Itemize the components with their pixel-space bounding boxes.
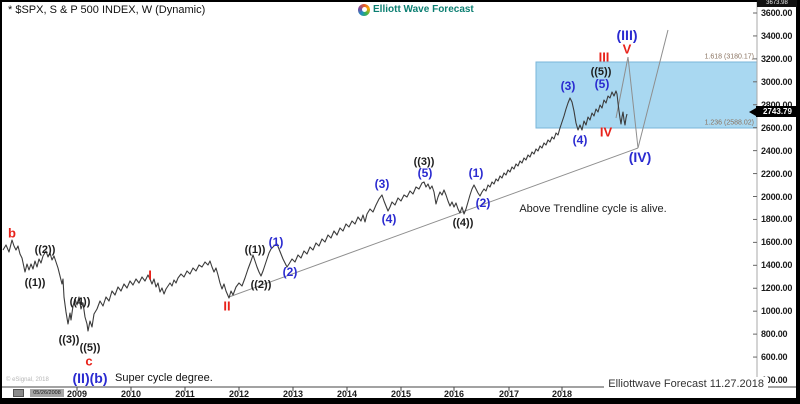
y-axis-label: 800.00: [761, 329, 788, 340]
x-axis-label: 2012: [228, 389, 250, 399]
y-axis-label: 1400.00: [761, 260, 793, 271]
wave-label: ((2)): [250, 279, 272, 291]
projection-line: [615, 56, 629, 119]
wave-label: (IV): [628, 149, 652, 165]
x-axis-label: 2015: [390, 389, 412, 399]
wave-label: I: [148, 267, 152, 283]
fib-level-label: 1.236 (2588.02): [704, 119, 754, 127]
axis-high-tag: 3673.98: [757, 0, 797, 7]
last-price-arrow-icon: [749, 107, 756, 116]
y-axis-label: 3400.00: [761, 30, 793, 41]
wave-label: (4): [381, 212, 397, 226]
ewf-swirl-icon: [358, 3, 370, 16]
wave-label: (5): [417, 166, 433, 180]
price-line: [2, 90, 628, 332]
x-axis-label: 2014: [336, 389, 358, 399]
wave-label: ((1)): [24, 277, 46, 289]
wave-label: ((5)): [79, 342, 101, 354]
super-cycle-annotation: Super cycle degree.: [115, 372, 213, 384]
wave-label: (III): [616, 27, 638, 43]
y-axis-label: 600.00: [761, 352, 788, 363]
projection-line: [627, 56, 639, 149]
elliott-wave-forecast-logo: Elliott Wave Forecast: [358, 3, 474, 16]
wave-label: II: [223, 298, 231, 314]
y-axis-label: 3200.00: [761, 53, 793, 64]
y-axis-label: 2600.00: [761, 122, 793, 133]
y-axis-label: 400.00: [761, 375, 788, 385]
fib-level-label: 1.618 (3180.17): [704, 53, 754, 61]
x-axis-label: 2016: [443, 389, 465, 399]
frame-left: [0, 0, 2, 404]
last-price-tag: 2743.79: [756, 106, 799, 117]
wave-label: (3): [560, 79, 576, 93]
logo-text: Elliott Wave Forecast: [373, 4, 474, 15]
projection-line: [637, 29, 669, 149]
wave-label: III: [598, 49, 610, 65]
symbol-title: * $SPX, S & P 500 INDEX, W (Dynamic): [8, 4, 206, 16]
y-axis-label: 2000.00: [761, 191, 793, 202]
frame-bottom: [0, 398, 800, 404]
wave-label: (1): [268, 235, 284, 249]
wave-label: (4): [572, 133, 588, 147]
x-axis-label: 2011: [175, 389, 195, 399]
fib-target-zone: [535, 61, 758, 129]
y-axis-label: 2400.00: [761, 145, 793, 156]
esignal-watermark: © eSignal, 2018: [6, 377, 49, 383]
wave-label: (5): [594, 77, 610, 91]
wave-label: (2): [475, 196, 491, 210]
y-axis-label: 2200.00: [761, 168, 793, 179]
wave-label: (2): [282, 265, 298, 279]
wave-label: (3): [374, 177, 390, 191]
wave-label: ((1)): [244, 244, 266, 256]
wave-label: c: [85, 353, 93, 369]
wave-label: V: [622, 41, 632, 57]
wave-label: (II)(b): [72, 370, 108, 386]
wave-label: ((4)): [69, 296, 91, 308]
wave-label: (1): [468, 166, 484, 180]
x-axis-label: 2009: [66, 389, 88, 399]
x-axis-label: 2018: [551, 389, 573, 399]
y-axis-label: 1000.00: [761, 306, 793, 317]
wave-label: ((4)): [452, 217, 474, 229]
y-axis-label: 3600.00: [761, 8, 793, 18]
y-axis-label: 1800.00: [761, 214, 793, 225]
wave-label: IV: [599, 124, 613, 140]
x-axis-label: 2017: [498, 389, 520, 399]
wave-label: ((5)): [590, 66, 612, 78]
wave-label: ((3)): [58, 334, 80, 346]
y-axis-label: 3000.00: [761, 76, 793, 87]
x-axis-label: 2013: [282, 389, 304, 399]
chart-scroll-icon[interactable]: [13, 389, 24, 397]
frame-right: [796, 0, 800, 404]
y-axis-label: 1200.00: [761, 283, 793, 294]
wave-label: ((3)): [413, 156, 435, 168]
y-axis-label: 1600.00: [761, 237, 793, 248]
y-axis-label: 2800.00: [761, 99, 793, 110]
first-bar-date-box[interactable]: 05/26/2008: [30, 389, 64, 397]
forecast-footer-note: Elliottwave Forecast 11.27.2018: [604, 377, 768, 391]
wave-label: ((2)): [34, 244, 56, 256]
frame-top: [0, 0, 800, 2]
wave-label: b: [8, 225, 16, 241]
trendline-annotation: Above Trendline cycle is alive.: [519, 203, 667, 215]
trendline: [228, 147, 639, 298]
x-axis-label: 2010: [120, 389, 142, 399]
